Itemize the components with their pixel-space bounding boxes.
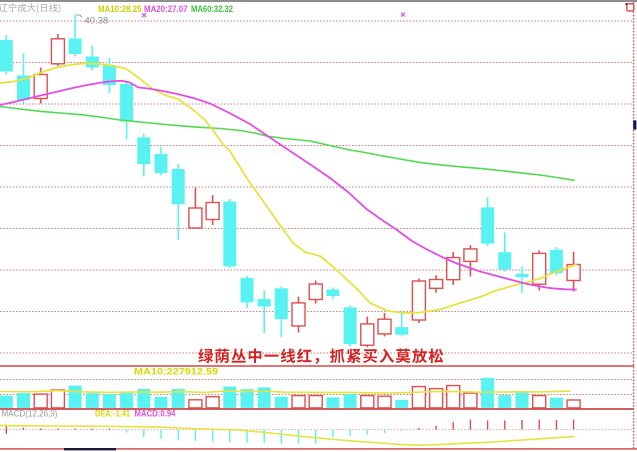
svg-text:MA10:227912.59: MA10:227912.59 <box>134 366 218 377</box>
svg-text:40.38: 40.38 <box>85 15 109 26</box>
svg-text:MA20:27.07: MA20:27.07 <box>144 4 188 14</box>
svg-text:MA60:32.32: MA60:32.32 <box>191 4 233 14</box>
svg-text:DEA:-1.41: DEA:-1.41 <box>95 409 130 419</box>
svg-text:MACD:0.94: MACD:0.94 <box>135 409 177 419</box>
svg-text:MACD(12,26,9): MACD(12,26,9) <box>2 409 58 419</box>
svg-text:MA10:28.25: MA10:28.25 <box>98 4 142 14</box>
